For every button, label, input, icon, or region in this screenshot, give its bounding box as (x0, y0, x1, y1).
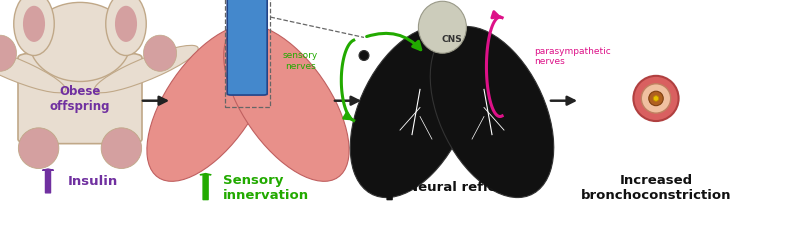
Ellipse shape (143, 36, 177, 72)
Ellipse shape (115, 7, 137, 43)
Ellipse shape (642, 84, 670, 114)
Ellipse shape (23, 7, 45, 43)
Ellipse shape (359, 51, 369, 61)
Text: Increased
bronchoconstriction: Increased bronchoconstriction (581, 173, 731, 201)
Ellipse shape (30, 3, 130, 82)
FancyBboxPatch shape (227, 0, 267, 96)
Ellipse shape (649, 92, 663, 106)
Text: Sensory
innervation: Sensory innervation (223, 173, 310, 201)
Ellipse shape (14, 0, 54, 56)
Ellipse shape (634, 76, 678, 122)
FancyBboxPatch shape (18, 54, 142, 144)
Text: sensory
nerves: sensory nerves (282, 51, 318, 70)
Text: Neural reflex: Neural reflex (407, 180, 506, 193)
Ellipse shape (430, 27, 554, 198)
Text: CNS: CNS (442, 35, 462, 44)
Ellipse shape (147, 25, 272, 182)
Ellipse shape (0, 36, 17, 72)
Ellipse shape (224, 25, 349, 182)
Ellipse shape (101, 128, 142, 169)
Ellipse shape (654, 96, 658, 102)
Ellipse shape (350, 27, 474, 198)
Text: parasympathetic
nerves: parasympathetic nerves (534, 47, 611, 66)
Ellipse shape (94, 46, 198, 93)
Bar (225, 0, 270, 108)
Ellipse shape (0, 46, 66, 93)
Text: Obese
offspring: Obese offspring (50, 85, 110, 113)
Text: Insulin: Insulin (68, 175, 118, 188)
Ellipse shape (18, 128, 59, 169)
Ellipse shape (418, 2, 466, 54)
Ellipse shape (106, 0, 146, 56)
